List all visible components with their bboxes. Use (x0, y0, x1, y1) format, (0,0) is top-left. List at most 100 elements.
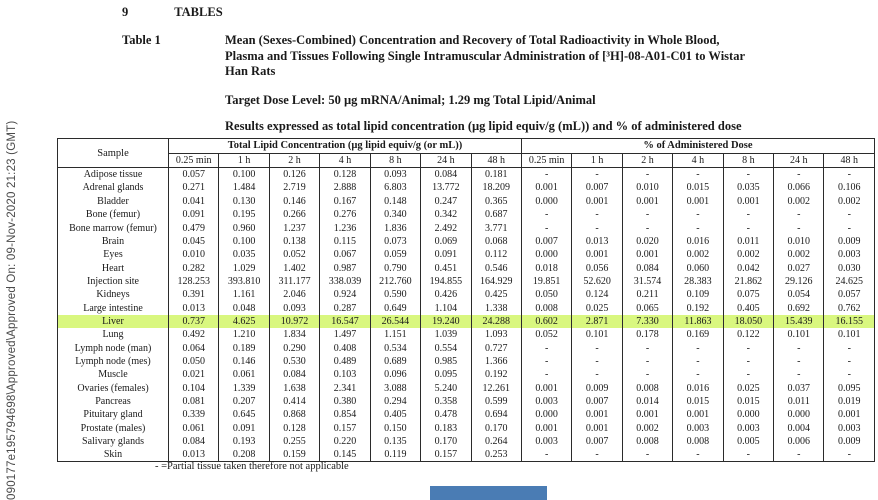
value-cell: 0.264 (470, 434, 522, 449)
value-cell: 52.620 (571, 274, 623, 289)
table-body: Adipose tissue 0.057 0.100 0.126 0.128 0.093 0… (57, 167, 875, 462)
value-cell: 0.104 (167, 381, 219, 395)
value-cell: 0.492 (167, 328, 219, 342)
value-cell: 0.018 (520, 261, 572, 275)
value-cell: 0.003 (672, 421, 724, 435)
value-cell: 2.492 (420, 221, 472, 235)
value-cell: 2.888 (319, 181, 371, 195)
value-cell: 0.687 (470, 208, 522, 222)
sample-name-cell: Adrenal glands (57, 181, 169, 195)
table-title-block: Mean (Sexes-Combined) Concentration and … (225, 33, 840, 135)
value-cell: 0.124 (571, 288, 623, 302)
value-cell: 0.001 (621, 194, 673, 209)
value-cell: 0.159 (268, 448, 320, 462)
value-cell: 0.067 (319, 248, 371, 262)
value-cell: - (520, 208, 572, 222)
value-cell: 28.383 (672, 274, 724, 289)
value-cell: 0.924 (319, 288, 371, 302)
value-cell: 0.170 (470, 421, 522, 435)
value-cell: 0.035 (218, 248, 270, 262)
value-cell: 0.042 (722, 261, 774, 275)
value-cell: 0.590 (369, 288, 421, 302)
value-cell: 0.138 (268, 234, 320, 249)
value-cell: - (520, 341, 572, 355)
value-cell: 0.005 (722, 434, 774, 449)
value-cell: 212.760 (369, 274, 421, 289)
value-cell: 0.015 (722, 394, 774, 409)
sample-name-cell: Salivary glands (57, 434, 169, 449)
value-cell: 0.489 (319, 354, 371, 369)
sample-name-cell: Heart (57, 261, 169, 275)
value-cell: 0.020 (621, 234, 673, 249)
value-cell: 0.010 (167, 248, 219, 262)
sample-name-cell: Pancreas (57, 394, 169, 409)
value-cell: 3.771 (470, 221, 522, 235)
time-header-cell: 2 h (621, 153, 673, 169)
table-title-line: Plasma and Tissues Following Single Intr… (225, 48, 745, 63)
value-cell: 0.035 (722, 181, 774, 195)
value-cell: 0.001 (672, 194, 724, 209)
value-cell: 0.001 (823, 408, 875, 422)
sample-column-header: Sample (57, 138, 169, 169)
value-cell: 0.146 (218, 354, 270, 369)
table-row: Prostate (males) 0.061 0.091 0.128 0.157 0.15… (57, 421, 875, 435)
value-cell: 0.145 (319, 448, 371, 462)
sample-name-cell: Lymph node (mes) (57, 354, 169, 369)
value-cell: 0.694 (470, 408, 522, 422)
value-cell: 0.253 (470, 448, 522, 462)
value-cell: 0.130 (218, 194, 270, 209)
section-title: TABLES (174, 5, 223, 19)
value-cell: 0.065 (621, 301, 673, 315)
table-row: Ovaries (females) 0.104 1.339 1.638 2.341 3.0… (57, 381, 875, 395)
sample-name-cell: Large intestine (57, 301, 169, 315)
value-cell: 0.101 (773, 328, 824, 342)
value-cell: 1.338 (470, 301, 522, 315)
value-cell: 0.084 (420, 167, 472, 182)
value-cell: 0.068 (470, 234, 522, 249)
value-cell: 0.119 (369, 448, 421, 462)
value-cell: 1.836 (369, 221, 421, 235)
value-cell: 0.408 (319, 341, 371, 355)
value-cell: 0.064 (167, 341, 219, 355)
concentration-group-header: Total Lipid Concentration (µg lipid equi… (168, 138, 522, 154)
value-cell: 0.220 (319, 434, 371, 449)
value-cell: 0.061 (167, 421, 219, 435)
value-cell: 19.240 (420, 314, 472, 329)
value-cell: 0.001 (520, 381, 572, 395)
value-cell: 0.015 (672, 394, 724, 409)
section-heading: 9 TABLES (122, 5, 223, 20)
value-cell: 0.003 (520, 434, 572, 449)
value-cell: - (571, 448, 623, 462)
value-cell: - (571, 341, 623, 355)
value-cell: 0.048 (218, 301, 270, 315)
value-cell: 0.290 (268, 341, 320, 355)
table-row: Heart 0.282 1.029 1.402 0.987 0.790 0.451 0.546… (57, 261, 875, 275)
value-cell: - (571, 221, 623, 235)
value-cell: 0.167 (319, 194, 371, 209)
table-row: Pancreas 0.081 0.207 0.414 0.380 0.294 0.358 0.… (57, 394, 875, 409)
sample-name-cell: Lymph node (man) (57, 341, 169, 355)
value-cell: 0.066 (773, 181, 824, 195)
value-cell: 0.007 (571, 394, 623, 409)
value-cell: 0.016 (672, 234, 724, 249)
table-row: Skin 0.013 0.208 0.159 0.145 0.119 0.157 0.253-… (57, 448, 875, 462)
value-cell: 0.001 (621, 408, 673, 422)
value-cell: 0.645 (218, 408, 270, 422)
value-cell: 0.027 (773, 261, 824, 275)
value-cell: - (672, 448, 724, 462)
value-cell: 1.039 (420, 328, 472, 342)
value-cell: 0.073 (369, 234, 421, 249)
value-cell: 0.157 (319, 421, 371, 435)
sample-name-cell: Bladder (57, 194, 169, 209)
value-cell: 0.010 (621, 181, 673, 195)
value-cell: 0.425 (470, 288, 522, 302)
value-cell: 1.151 (369, 328, 421, 342)
value-cell: 0.013 (167, 301, 219, 315)
value-cell: 393.810 (218, 274, 270, 289)
value-cell: 1.402 (268, 261, 320, 275)
value-cell: 338.039 (319, 274, 371, 289)
table-row: Brain 0.045 0.100 0.138 0.115 0.073 0.069 0.068… (57, 234, 875, 249)
value-cell: 0.052 (268, 248, 320, 262)
